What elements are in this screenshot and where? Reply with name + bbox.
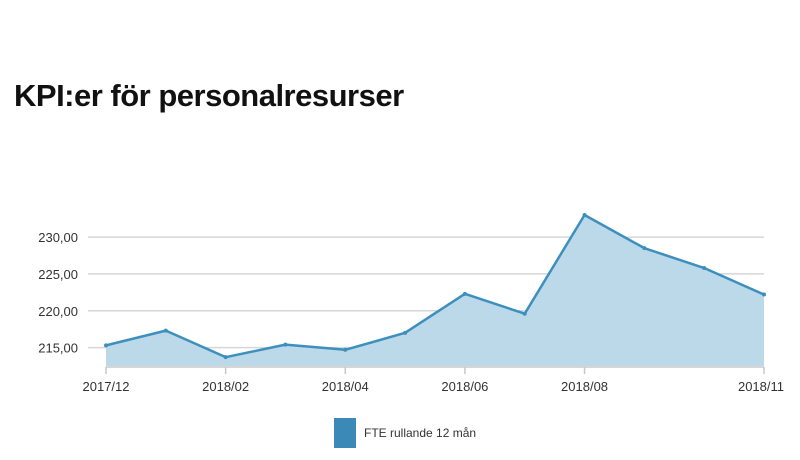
axis-layer [104, 213, 766, 374]
data-point-2018/07[interactable] [522, 311, 527, 316]
data-point-2018/05[interactable] [403, 330, 408, 335]
x-tick-label: 2018/04 [322, 379, 369, 394]
data-point-2018/09[interactable] [642, 246, 647, 251]
label-layer: 215,00 220,00 225,00 230,00 2017/12 2018/02 20… [38, 230, 784, 394]
data-point-2017/12[interactable] [104, 343, 108, 348]
data-point-2018/06[interactable] [462, 291, 467, 296]
y-tick-label: 220,00 [38, 304, 78, 319]
data-point-2018/03[interactable] [283, 342, 288, 347]
y-tick-label: 215,00 [38, 341, 78, 356]
series-area [106, 215, 764, 366]
data-point-2018/02[interactable] [223, 355, 228, 360]
y-tick-label: 230,00 [38, 230, 78, 245]
series-line [105, 213, 765, 359]
x-tick-label: 2018/08 [561, 379, 608, 394]
legend-label: FTE rullande 12 mån [364, 426, 477, 440]
x-tick-label: 2017/12 [83, 379, 130, 394]
data-point-2018/08[interactable] [582, 213, 587, 217]
page-title: KPI:er för personalresurser [14, 78, 404, 113]
legend[interactable]: FTE rullande 12 mån [334, 418, 476, 448]
data-point-2018/04[interactable] [343, 347, 348, 352]
data-point-2018/01[interactable] [163, 328, 168, 333]
legend-swatch [334, 418, 356, 448]
x-tick-label: 2018/06 [441, 379, 488, 394]
data-point-2018/10[interactable] [702, 266, 707, 271]
x-tick-label: 2018/11 [738, 379, 784, 394]
x-tick-label: 2018/02 [202, 379, 249, 394]
y-tick-label: 225,00 [38, 267, 78, 282]
data-point-2018/11[interactable] [762, 292, 766, 297]
